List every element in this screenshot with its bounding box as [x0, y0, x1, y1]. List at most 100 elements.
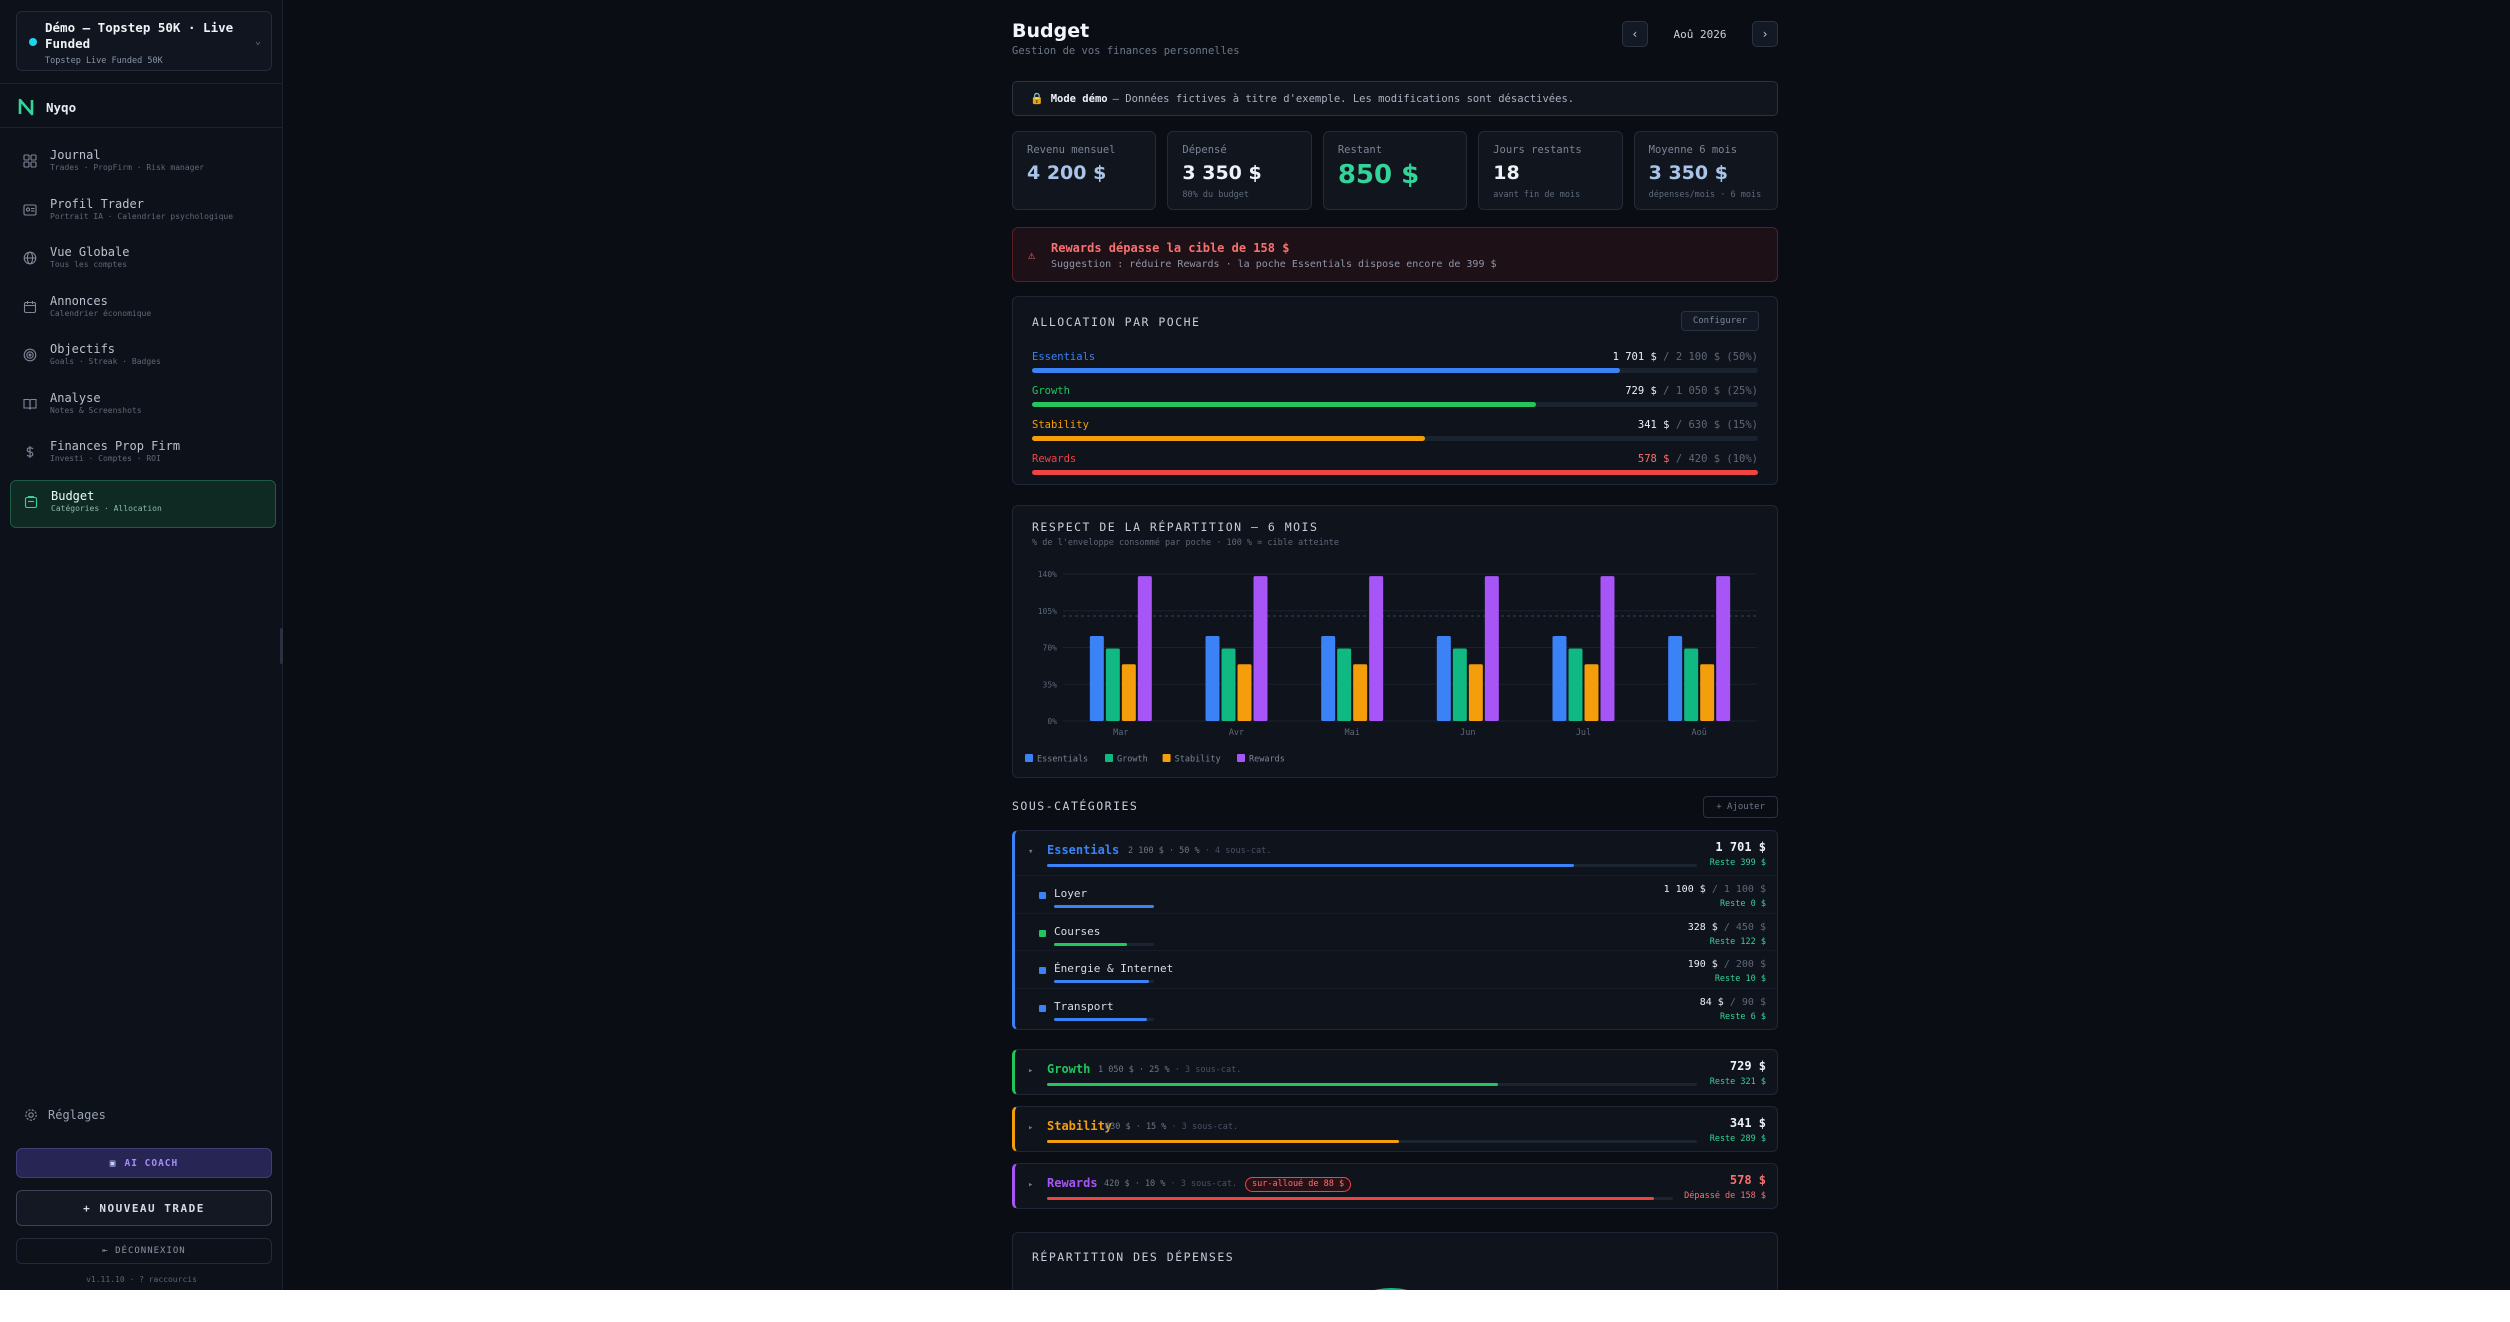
- subcategory-progress-track: [1054, 942, 1154, 946]
- logout-label: ⇤ DÉCONNEXION: [102, 1246, 186, 1256]
- bar-rewards: [1716, 576, 1731, 721]
- pocket-progress-track: [1047, 1140, 1697, 1143]
- sidebar-item-journal[interactable]: Journal Trades · PropFirm · Risk manager: [10, 140, 276, 189]
- caret-right-icon[interactable]: ▸: [1028, 1123, 1034, 1133]
- subcategory-amount: 84 $ / 90 $: [1700, 997, 1766, 1008]
- subcategory-progress-fill: [1054, 1017, 1147, 1021]
- sidebar-item-analyse[interactable]: Analyse Notes & Screenshots: [10, 383, 276, 432]
- lock-icon: 🔒: [1030, 92, 1044, 105]
- stats-row: Revenu mensuel 4 200 $ Dépensé 3 350 $ 80% d…: [1012, 131, 1779, 210]
- demo-banner: 🔒 Mode démo — Données fictives à titre d…: [1012, 81, 1778, 116]
- stat-value: 3 350 $: [1182, 162, 1262, 184]
- subcategory-row[interactable]: Loyer 1 100 $ / 1 100 $ Reste 0 $: [1015, 875, 1777, 913]
- gear-icon: [25, 1109, 37, 1121]
- subcategory-spent: 190 $: [1687, 959, 1718, 970]
- caret-right-icon[interactable]: ▸: [1028, 1066, 1034, 1076]
- allocation-spent: 341 $: [1637, 419, 1670, 431]
- demo-label: Mode démo: [1050, 92, 1108, 105]
- y-tick-label: 0%: [1047, 717, 1057, 726]
- book-icon: [23, 398, 37, 410]
- subcategory-row[interactable]: Transport 84 $ / 90 $ Reste 6 $: [1015, 987, 1777, 1026]
- pocket-header[interactable]: ▸ Rewards 420 $ · 10 % · 3 sous-cat. sur-al…: [1015, 1164, 1777, 1208]
- subcategory-row[interactable]: Courses 328 $ / 450 $ Reste 122 $: [1015, 912, 1777, 951]
- sidebar-item-sublabel: Investi · Comptes · ROI: [50, 454, 161, 463]
- new-trade-button[interactable]: + NOUVEAU TRADE: [16, 1190, 272, 1226]
- subcategory-target: / 90 $: [1729, 996, 1766, 1008]
- pocket-header[interactable]: ▸ Stability 630 $ · 15 % · 3 sous-cat. 341 …: [1015, 1107, 1777, 1151]
- pocket-meta: 630 $ · 15 % · 3 sous-cat.: [1105, 1122, 1238, 1132]
- subcategory-progress-track: [1054, 905, 1154, 908]
- subcategory-remaining: Reste 10 $: [1714, 974, 1766, 984]
- bar-growth: [1221, 648, 1236, 721]
- x-tick-label: Jul: [1576, 728, 1591, 738]
- sidebar-item-label: Objectifs: [50, 342, 116, 356]
- legend-swatch: [1025, 754, 1033, 762]
- pocket-meta: 2 100 $ · 50 % · 4 sous-cat.: [1128, 846, 1271, 856]
- sidebar-item-sublabel: Notes & Screenshots: [50, 405, 142, 415]
- configure-button[interactable]: Configurer: [1680, 311, 1759, 331]
- account-title: Démo — Topstep 50K · Live Funded: [45, 20, 234, 51]
- pocket-meta-count: · 3 sous-cat.: [1171, 1122, 1239, 1132]
- sidebar-item-sublabel: Goals · Streak · Badges: [50, 357, 161, 366]
- sidebar-item-annonces[interactable]: Annonces Calendrier économique: [10, 286, 276, 335]
- pocket-amount: 578 $: [1729, 1173, 1766, 1187]
- subcategory-remaining: Reste 0 $: [1719, 899, 1766, 909]
- allocation-rows: Essentials 1 701 $ / 2 100 $ (50%) Growth 7…: [1032, 345, 1758, 481]
- app-window: Démo — Topstep 50K · Live Funded Topstep…: [0, 0, 2510, 1290]
- bar-chart: 0% 35% 70% 105% 140% Mar Avr Mai Jun Jul Aoû Essent…: [1025, 570, 1757, 765]
- settings-link[interactable]: Réglages: [24, 1108, 106, 1122]
- robot-icon: ▣: [109, 1157, 117, 1169]
- over-budget-alert: ⚠ Rewards dépasse la cible de 158 $ Sugg…: [1012, 227, 1778, 282]
- stat-value: 18: [1493, 162, 1520, 184]
- caret-right-icon[interactable]: ▸: [1028, 1180, 1034, 1190]
- pocket-essentials: ▾ Essentials 2 100 $ · 50 % · 4 sous-cat. 1…: [1012, 830, 1778, 1030]
- allocation-target: / 630 $ (15%): [1675, 419, 1758, 431]
- sidebar-item-sublabel: Catégories · Allocation: [51, 503, 162, 513]
- allocation-progress-fill: [1032, 436, 1425, 441]
- nyqo-logo-icon: [18, 98, 34, 116]
- bar-essentials: [1089, 635, 1104, 721]
- pocket-header[interactable]: ▾ Essentials 2 100 $ · 50 % · 4 sous-cat. 1…: [1015, 831, 1777, 875]
- pocket-name: Growth: [1047, 1062, 1091, 1076]
- allocation-amount: 341 $ / 630 $ (15%): [1638, 419, 1758, 431]
- divider: [0, 83, 283, 84]
- account-switcher[interactable]: Démo — Topstep 50K · Live Funded Topstep…: [16, 11, 272, 71]
- bar-stability: [1121, 664, 1136, 721]
- sidebar-item-label: Finances Prop Firm: [50, 439, 181, 453]
- month-navigator: ‹ Aoû 2026 ›: [1622, 21, 1778, 47]
- pocket-header[interactable]: ▸ Growth 1 050 $ · 25 % · 3 sous-cat. 729 $…: [1015, 1050, 1777, 1094]
- caret-down-icon[interactable]: ▾: [1028, 847, 1034, 857]
- bar-essentials: [1668, 635, 1683, 721]
- bar-growth: [1105, 648, 1120, 721]
- prev-month-button[interactable]: ‹: [1622, 21, 1648, 47]
- pocket-name: Stability: [1047, 1119, 1113, 1133]
- sidebar-item-budget[interactable]: Budget Catégories · Allocation: [10, 479, 276, 528]
- stat-card: Jours restants 18 avant fin de mois: [1478, 131, 1623, 210]
- pocket-rewards: ▸ Rewards 420 $ · 10 % · 3 sous-cat. sur-al…: [1012, 1163, 1778, 1209]
- add-subcategory-button[interactable]: + Ajouter: [1703, 796, 1778, 818]
- sidebar-item-profil-trader[interactable]: Profil Trader Portrait IA · Calendrier ps…: [10, 189, 276, 238]
- next-month-button[interactable]: ›: [1752, 21, 1778, 47]
- chart-title: RESPECT DE LA RÉPARTITION — 6 MOIS: [1032, 520, 1319, 534]
- stat-label: Moyenne 6 mois: [1648, 144, 1738, 156]
- logout-button[interactable]: ⇤ DÉCONNEXION: [16, 1238, 272, 1264]
- subcategory-color-dot: [1039, 967, 1046, 974]
- pocket-amount: 1 701 $: [1715, 840, 1766, 854]
- sidebar-resize-handle[interactable]: [280, 628, 283, 664]
- ai-coach-button[interactable]: ▣ AI COACH: [16, 1148, 272, 1178]
- subcategory-name: Énergie & Internet: [1054, 962, 1174, 975]
- pocket-remaining: Reste 321 $: [1709, 1077, 1766, 1087]
- stat-label: Revenu mensuel: [1027, 144, 1116, 156]
- sidebar-item-vue-globale[interactable]: Vue Globale Tous les comptes: [10, 237, 276, 286]
- allocation-progress-fill: [1032, 368, 1621, 373]
- bar-essentials: [1321, 635, 1336, 721]
- subcategory-row[interactable]: Énergie & Internet 190 $ / 200 $ Reste 10 …: [1015, 950, 1777, 988]
- globe-icon: [23, 251, 37, 265]
- y-tick-label: 105%: [1038, 607, 1057, 616]
- y-tick-label: 35%: [1043, 680, 1058, 689]
- sidebar-item-objectifs[interactable]: Objectifs Goals · Streak · Badges: [10, 334, 276, 383]
- page-title: Budget: [1012, 20, 1090, 42]
- sidebar-item-finances-prop-firm[interactable]: Finances Prop Firm Investi · Comptes · RO…: [10, 431, 276, 480]
- pocket-name: Essentials: [1047, 843, 1120, 857]
- subcategory-name: Courses: [1054, 924, 1101, 938]
